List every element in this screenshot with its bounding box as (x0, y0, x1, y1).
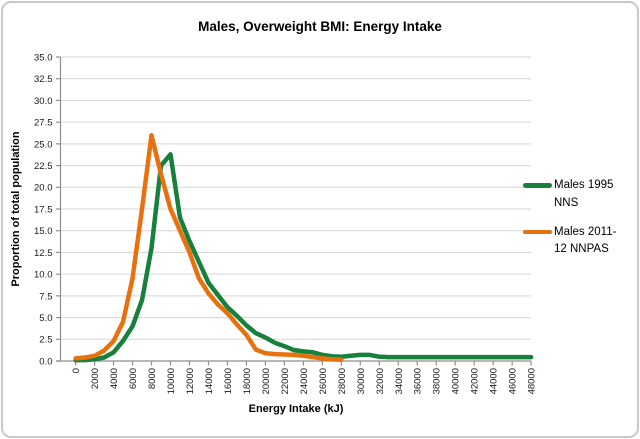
legend-swatch-orange (523, 229, 552, 235)
x-tick-label: 30000 (356, 368, 367, 394)
x-tick-label: 44000 (489, 368, 500, 394)
y-tick-label: 32.5 (34, 74, 53, 85)
x-tick-label: 6000 (128, 368, 139, 389)
series-line-males-2011-12-nnpas[interactable] (73, 132, 344, 362)
y-tick-label: 12.5 (34, 248, 53, 259)
x-tick-label: 12000 (185, 368, 196, 394)
y-tick-label: 7.5 (39, 291, 52, 302)
x-tick-label: 46000 (508, 368, 519, 394)
y-tick-label: 10.0 (34, 270, 53, 281)
legend-item-males-1995-nns[interactable]: Males 1995 NNS (523, 177, 627, 213)
y-axis-title: Proportion of total population (10, 131, 22, 287)
y-tick-label: 22.5 (34, 161, 53, 172)
x-tick-label: 28000 (337, 368, 348, 394)
y-tick-label: 15.0 (34, 226, 53, 237)
y-tick-label: 30.0 (34, 96, 53, 107)
x-tick-label: 34000 (394, 368, 405, 394)
y-tick-label: 0.0 (39, 356, 52, 367)
legend: Males 1995 NNS Males 2011-12 NNPAS (523, 177, 627, 259)
legend-label: Males 1995 NNS (554, 179, 614, 209)
x-tick-label: 40000 (451, 368, 462, 394)
x-tick-label: 20000 (261, 368, 272, 394)
chart-title: Males, Overweight BMI: Energy Intake (198, 19, 442, 34)
x-tick-label: 36000 (413, 368, 424, 394)
x-tick-label: 16000 (223, 368, 234, 394)
x-tick-label: 18000 (242, 368, 253, 394)
y-tick-label: 25.0 (34, 139, 53, 150)
x-tick-label: 32000 (375, 368, 386, 394)
y-tick-label: 5.0 (39, 313, 52, 324)
x-tick-label: 14000 (204, 368, 215, 394)
y-tick-label: 27.5 (34, 118, 53, 129)
x-tick-label: 0 (71, 368, 82, 373)
x-tick-label: 2000 (90, 368, 101, 389)
x-tick-label: 42000 (470, 368, 481, 394)
y-tick-label: 17.5 (34, 204, 53, 215)
legend-swatch-green (523, 183, 552, 188)
x-tick-label: 4000 (109, 368, 120, 389)
series-line-males-1995-nns[interactable] (73, 152, 534, 363)
x-tick-label: 24000 (299, 368, 310, 394)
legend-item-males-2011-12-nnpas[interactable]: Males 2011-12 NNPAS (523, 224, 627, 260)
x-tick-label: 10000 (166, 368, 177, 394)
y-tick-label: 35.0 (34, 52, 53, 63)
x-axis-title: Energy Intake (kJ) (248, 403, 344, 415)
x-tick-label: 22000 (280, 368, 291, 394)
x-tick-label: 48000 (527, 368, 538, 394)
y-tick-label: 20.0 (34, 183, 53, 194)
legend-label: Males 2011-12 NNPAS (554, 225, 617, 256)
x-tick-label: 26000 (318, 368, 329, 394)
x-tick-label: 38000 (432, 368, 443, 394)
y-tick-label: 2.5 (39, 335, 52, 346)
x-tick-label: 8000 (147, 368, 158, 389)
